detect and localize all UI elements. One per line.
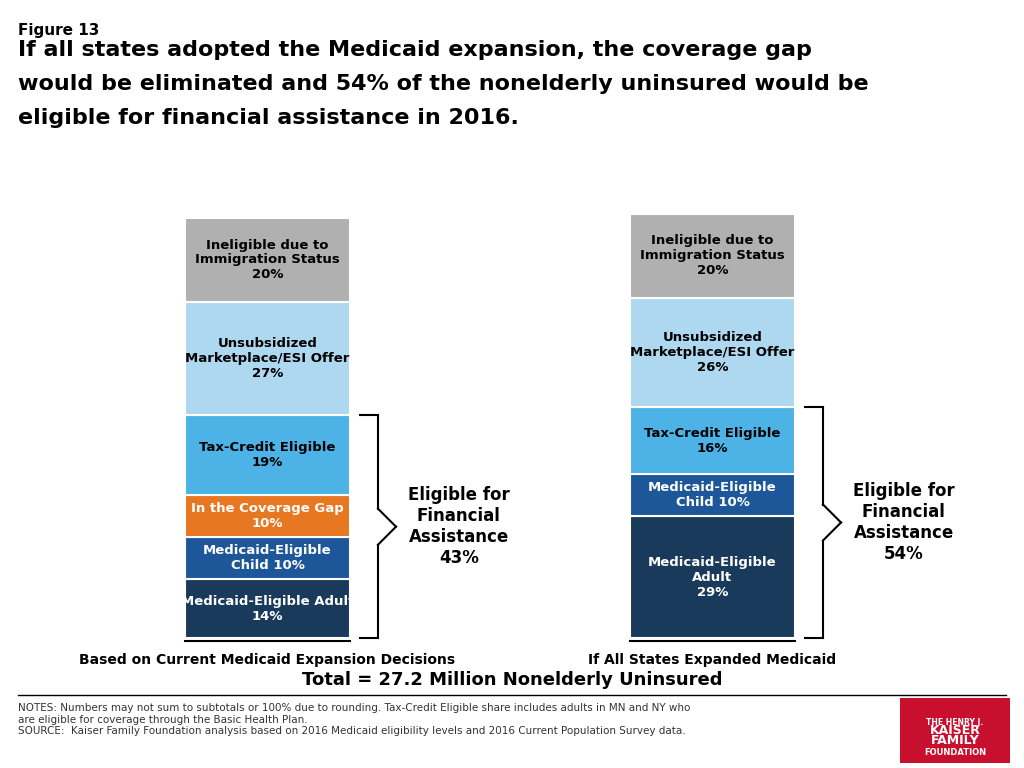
Text: If all states adopted the Medicaid expansion, the coverage gap: If all states adopted the Medicaid expan… bbox=[18, 40, 812, 60]
Text: FOUNDATION: FOUNDATION bbox=[924, 748, 986, 757]
Bar bbox=[185, 218, 350, 302]
Text: If All States Expanded Medicaid: If All States Expanded Medicaid bbox=[589, 653, 837, 667]
Bar bbox=[185, 537, 350, 579]
Text: would be eliminated and 54% of the nonelderly uninsured would be: would be eliminated and 54% of the nonel… bbox=[18, 74, 868, 94]
Text: Ineligible due to
Immigration Status
20%: Ineligible due to Immigration Status 20% bbox=[640, 234, 784, 277]
Bar bbox=[185, 579, 350, 638]
Text: Tax-Credit Eligible
19%: Tax-Credit Eligible 19% bbox=[200, 442, 336, 469]
Bar bbox=[900, 698, 1010, 763]
Bar bbox=[630, 474, 795, 516]
Text: Medicaid-Eligible
Child 10%: Medicaid-Eligible Child 10% bbox=[648, 482, 777, 509]
Bar bbox=[630, 214, 795, 298]
Text: FAMILY: FAMILY bbox=[931, 734, 979, 747]
Text: Based on Current Medicaid Expansion Decisions: Based on Current Medicaid Expansion Deci… bbox=[80, 653, 456, 667]
Text: eligible for financial assistance in 2016.: eligible for financial assistance in 201… bbox=[18, 108, 519, 128]
Bar bbox=[630, 516, 795, 638]
Text: Ineligible due to
Immigration Status
20%: Ineligible due to Immigration Status 20% bbox=[196, 239, 340, 282]
Bar bbox=[185, 302, 350, 415]
Text: Eligible for
Financial
Assistance
54%: Eligible for Financial Assistance 54% bbox=[853, 482, 954, 563]
Text: Medicaid-Eligible
Adult
29%: Medicaid-Eligible Adult 29% bbox=[648, 555, 777, 598]
Text: In the Coverage Gap
10%: In the Coverage Gap 10% bbox=[191, 502, 344, 530]
Text: Unsubsidized
Marketplace/ESI Offer
26%: Unsubsidized Marketplace/ESI Offer 26% bbox=[631, 331, 795, 374]
Text: Total = 27.2 Million Nonelderly Uninsured: Total = 27.2 Million Nonelderly Uninsure… bbox=[302, 671, 722, 689]
Bar bbox=[630, 298, 795, 407]
Text: THE HENRY J.: THE HENRY J. bbox=[927, 718, 984, 727]
Text: Tax-Credit Eligible
16%: Tax-Credit Eligible 16% bbox=[644, 426, 780, 455]
Bar bbox=[630, 407, 795, 474]
Text: Figure 13: Figure 13 bbox=[18, 23, 99, 38]
Bar bbox=[185, 415, 350, 495]
Text: KAISER: KAISER bbox=[930, 724, 980, 737]
Bar bbox=[185, 495, 350, 537]
Text: Unsubsidized
Marketplace/ESI Offer
27%: Unsubsidized Marketplace/ESI Offer 27% bbox=[185, 337, 349, 380]
Text: Eligible for
Financial
Assistance
43%: Eligible for Financial Assistance 43% bbox=[408, 486, 510, 567]
Text: Medicaid-Eligible
Child 10%: Medicaid-Eligible Child 10% bbox=[203, 545, 332, 572]
Text: Medicaid-Eligible Adult
14%: Medicaid-Eligible Adult 14% bbox=[181, 594, 354, 623]
Text: NOTES: Numbers may not sum to subtotals or 100% due to rounding. Tax-Credit Elig: NOTES: Numbers may not sum to subtotals … bbox=[18, 703, 690, 737]
